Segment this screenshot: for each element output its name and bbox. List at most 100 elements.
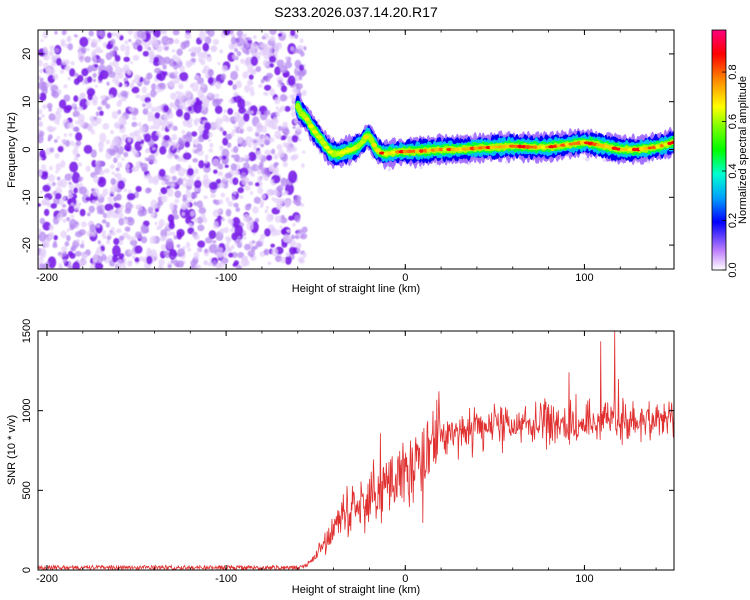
noise-blob bbox=[66, 217, 71, 222]
noise-blob bbox=[117, 109, 122, 115]
ridge-peak bbox=[379, 151, 385, 155]
noise-blob bbox=[271, 197, 275, 202]
noise-blob bbox=[38, 263, 45, 269]
noise-blob bbox=[92, 255, 99, 263]
noise-blob bbox=[56, 176, 61, 181]
noise-blob bbox=[212, 38, 220, 46]
noise-blob bbox=[69, 68, 76, 77]
noise-blob bbox=[99, 49, 104, 53]
noise-blob bbox=[253, 35, 257, 40]
snr-frame bbox=[37, 330, 675, 571]
noise-blob bbox=[173, 214, 180, 220]
noise-blob bbox=[40, 247, 47, 257]
ridge-halo bbox=[675, 134, 680, 137]
noise-blob bbox=[268, 189, 274, 194]
noise-blob bbox=[98, 147, 103, 153]
ridge-peak bbox=[367, 136, 373, 141]
noise-blob bbox=[264, 228, 271, 237]
noise-blob bbox=[85, 165, 91, 173]
noise-blob bbox=[135, 185, 142, 193]
ridge-peak bbox=[540, 145, 547, 150]
noise-blob bbox=[288, 170, 298, 184]
noise-blob bbox=[261, 193, 266, 200]
noise-blob bbox=[249, 89, 255, 97]
colorbar-frame bbox=[711, 29, 727, 271]
noise-blob bbox=[238, 107, 247, 114]
colorbar: 0.0 0.2 0.4 0.6 0.8 Normalized spectral ampl… bbox=[711, 29, 749, 278]
noise-blob bbox=[294, 74, 300, 82]
spectrogram-y-tick-label: -20 bbox=[21, 237, 33, 253]
noise-blob bbox=[201, 178, 209, 186]
noise-blob bbox=[137, 44, 143, 52]
noise-blob bbox=[250, 56, 258, 66]
noise-blob bbox=[54, 192, 62, 200]
noise-blob bbox=[85, 100, 91, 106]
noise-blob bbox=[88, 205, 95, 213]
noise-blob bbox=[263, 84, 272, 91]
noise-blob bbox=[269, 88, 275, 97]
noise-blob bbox=[149, 235, 157, 245]
noise-blob bbox=[201, 129, 210, 140]
noise-blob bbox=[217, 215, 222, 221]
noise-blob bbox=[46, 67, 53, 74]
noise-blob bbox=[79, 186, 88, 195]
noise-blob bbox=[61, 30, 67, 36]
noise-blob bbox=[226, 238, 231, 244]
noise-blob bbox=[40, 39, 44, 43]
noise-blob bbox=[192, 158, 199, 163]
noise-blob bbox=[176, 48, 183, 56]
noise-blob bbox=[73, 95, 79, 103]
noise-blob bbox=[229, 228, 236, 233]
noise-blob bbox=[152, 147, 156, 151]
noise-blob bbox=[79, 208, 86, 217]
noise-blob bbox=[257, 152, 263, 160]
noise-blob bbox=[182, 183, 186, 188]
noise-blob bbox=[143, 133, 151, 143]
noise-blob bbox=[113, 237, 120, 246]
noise-blob bbox=[235, 80, 242, 89]
noise-blob bbox=[187, 122, 193, 129]
noise-blob bbox=[262, 59, 269, 67]
noise-blob bbox=[166, 82, 170, 86]
noise-blob bbox=[233, 202, 239, 208]
noise-blob bbox=[114, 66, 122, 76]
noise-blob bbox=[73, 156, 79, 161]
noise-blob bbox=[80, 221, 87, 228]
noise-blob bbox=[255, 241, 263, 248]
noise-blob bbox=[171, 147, 175, 151]
noise-blob bbox=[193, 121, 199, 126]
noise-blob bbox=[176, 157, 183, 162]
noise-blob bbox=[176, 108, 183, 118]
noise-blob bbox=[214, 105, 223, 115]
ridge-band bbox=[674, 135, 679, 150]
noise-blob bbox=[63, 94, 71, 102]
noise-blob bbox=[273, 47, 280, 54]
noise-blob bbox=[215, 179, 222, 184]
noise-blob bbox=[81, 253, 88, 259]
noise-blob bbox=[65, 59, 70, 65]
noise-blob bbox=[46, 82, 53, 88]
noise-blob bbox=[197, 224, 205, 232]
noise-blob bbox=[101, 254, 107, 261]
colorbar-label: Normalized spectral amplitude bbox=[737, 76, 749, 224]
noise-blob bbox=[99, 58, 105, 65]
noise-blob bbox=[284, 199, 292, 207]
snr-x-tick-label: 0 bbox=[402, 573, 408, 585]
noise-blob bbox=[233, 125, 238, 129]
noise-blob bbox=[157, 200, 164, 206]
noise-blob bbox=[272, 125, 277, 130]
noise-blob bbox=[92, 187, 100, 197]
noise-blob bbox=[145, 187, 152, 194]
noise-blob bbox=[197, 77, 204, 85]
noise-blob bbox=[292, 153, 299, 160]
ridge-peak bbox=[655, 144, 661, 149]
noise-blob bbox=[161, 180, 167, 186]
noise-blob bbox=[207, 30, 215, 37]
noise-blob bbox=[295, 242, 302, 250]
noise-blob bbox=[101, 219, 107, 224]
noise-blob bbox=[54, 139, 58, 143]
noise-blob bbox=[101, 99, 108, 106]
noise-blob bbox=[118, 99, 123, 104]
noise-blob bbox=[115, 193, 122, 201]
noise-blob bbox=[46, 102, 53, 109]
